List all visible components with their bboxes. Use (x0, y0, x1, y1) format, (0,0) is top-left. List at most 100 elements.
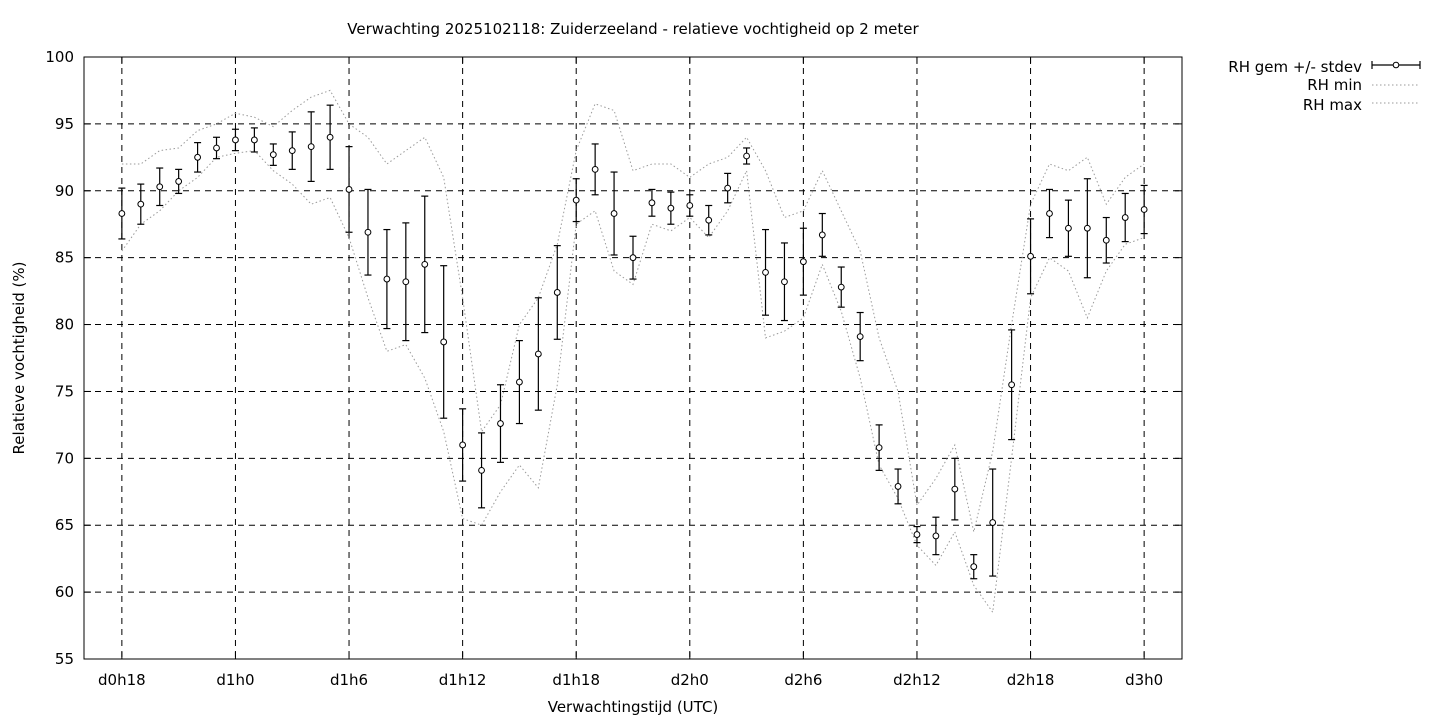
errorbar-point (970, 554, 978, 580)
mean-marker (364, 228, 372, 236)
mean-marker (1102, 236, 1110, 244)
mean-marker (307, 143, 315, 151)
mean-marker (232, 136, 239, 144)
x-axis: d0h18 d1h0 d1h6 d1h12 d1h18 d2h0 d2h6 d2h12 d2h1… (98, 57, 1163, 689)
errorbar-point (572, 178, 580, 223)
mean-marker (156, 183, 164, 191)
x-tick-label: d2h6 (784, 671, 822, 689)
legend-label-max: RH max (1303, 96, 1362, 114)
mean-marker (269, 151, 277, 159)
legend: RH gem +/- stdev RH min RH max (1228, 58, 1421, 114)
errorbar-point (478, 432, 486, 509)
x-tick-label: d0h18 (98, 671, 146, 689)
mean-marker (591, 165, 599, 173)
errorbar-point (591, 143, 599, 196)
mean-marker (440, 338, 448, 346)
errorbar-point (610, 171, 618, 256)
errorbar-point (156, 167, 164, 207)
errorbar-point (250, 127, 258, 153)
mean-errorbars (118, 104, 1148, 580)
mean-marker (175, 178, 183, 185)
grid-layer (84, 57, 1182, 659)
x-tick-label: d1h18 (552, 671, 600, 689)
mean-marker (383, 275, 391, 283)
mean-marker (572, 196, 580, 204)
y-axis-label: Relatieve vochtigheid (%) (10, 261, 28, 454)
rh-min-line (121, 150, 1145, 614)
errorbar-point (913, 525, 921, 544)
mean-marker (213, 144, 220, 152)
errorbar-point (818, 212, 826, 257)
errorbar-point (951, 457, 959, 521)
y-tick-label: 70 (55, 449, 74, 467)
mean-marker (875, 444, 883, 452)
mean-marker (951, 485, 959, 493)
mean-marker (913, 531, 921, 538)
errorbar-point (496, 384, 504, 463)
mean-marker (1083, 224, 1091, 232)
mean-marker (345, 186, 353, 193)
x-tick-label: d2h12 (893, 671, 941, 689)
errorbar-point (1121, 192, 1129, 243)
errorbar-point (175, 168, 183, 195)
errorbar-point (1102, 216, 1110, 264)
mean-marker (1027, 252, 1034, 260)
mean-marker (970, 563, 978, 571)
errorbar-point (345, 146, 353, 233)
y-tick-label: 65 (55, 516, 74, 534)
errorbar-point (1064, 199, 1072, 257)
x-tick-label: d3h0 (1125, 671, 1163, 689)
errorbar-point (1140, 184, 1148, 235)
y-tick-label: 100 (45, 48, 74, 66)
mean-marker (781, 278, 788, 286)
errorbar-point (118, 187, 126, 240)
errorbar-point (326, 104, 334, 170)
y-tick-label: 85 (55, 249, 74, 267)
mean-marker (743, 152, 750, 160)
y-tick-label: 95 (55, 115, 74, 133)
mean-marker (667, 204, 675, 212)
mean-marker (421, 260, 429, 268)
mean-marker (118, 210, 126, 217)
mean-marker (402, 278, 410, 286)
errorbar-point (648, 188, 656, 217)
legend-label-min: RH min (1307, 76, 1362, 94)
mean-marker (288, 147, 296, 155)
errorbar-point (515, 340, 523, 425)
errorbar-point (553, 245, 561, 340)
legend-label-mean: RH gem +/- stdev (1228, 58, 1362, 76)
errorbar-point (1045, 188, 1053, 239)
errorbar-point (402, 222, 410, 342)
errorbar-point (364, 188, 372, 276)
mean-marker (629, 254, 637, 262)
errorbar-point (705, 204, 713, 236)
errorbar-point (534, 297, 542, 411)
chart-title: Verwachting 2025102118: Zuiderzeeland - … (347, 20, 919, 38)
plot-frame (83, 56, 1183, 660)
mean-marker (818, 231, 826, 239)
errorbar-point (799, 227, 807, 296)
errorbar-point (1027, 218, 1035, 295)
x-axis-label: Verwachtingstijd (UTC) (548, 698, 719, 716)
mean-marker (326, 133, 334, 141)
mean-marker (705, 216, 713, 224)
errorbar-point (269, 143, 277, 166)
legend-sample-mean (1371, 61, 1421, 69)
errorbar-point (762, 228, 770, 316)
errorbar-point (875, 424, 883, 471)
errorbar-point (989, 468, 997, 577)
y-tick-label: 90 (55, 182, 74, 200)
y-tick-label: 75 (55, 382, 74, 400)
x-tick-label: d2h0 (671, 671, 709, 689)
x-tick-label: d1h0 (216, 671, 254, 689)
mean-marker (856, 333, 864, 340)
errorbar-point (213, 136, 221, 160)
errorbar-point (932, 516, 940, 556)
mean-marker (534, 350, 542, 358)
y-axis: 55 60 65 70 75 80 85 90 95 100 (45, 48, 1182, 668)
mean-marker (610, 210, 618, 217)
errorbar-point (837, 266, 845, 308)
errorbar-point (686, 194, 694, 217)
min-max-lines (121, 89, 1145, 614)
